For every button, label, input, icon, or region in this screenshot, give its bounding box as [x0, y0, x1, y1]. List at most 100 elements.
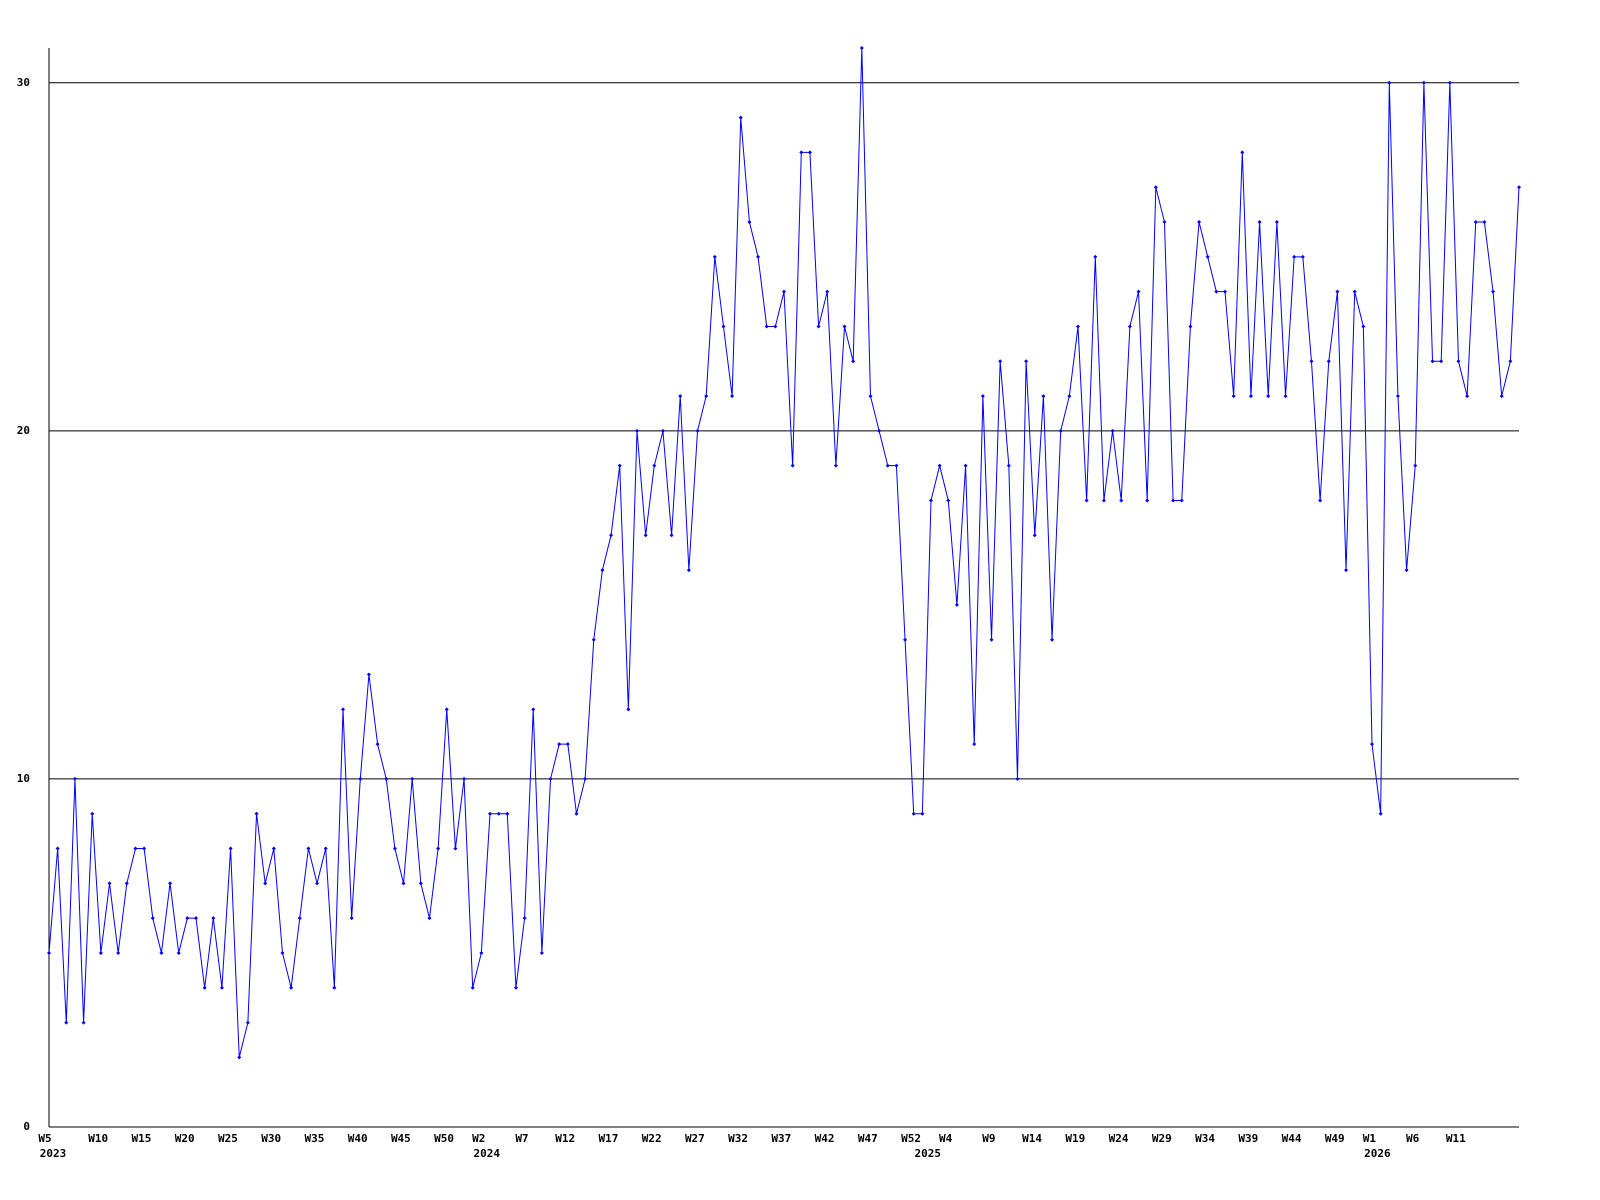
point: [1439, 359, 1444, 364]
point: [522, 916, 527, 921]
point: [1473, 220, 1478, 225]
point: [937, 463, 942, 468]
point: [557, 742, 562, 747]
point: [168, 881, 173, 886]
point: [678, 394, 683, 399]
x-tick-label: W39: [1238, 1132, 1258, 1145]
x-tick-label: W52: [901, 1132, 921, 1145]
x-tick-label: W6: [1406, 1132, 1420, 1145]
point: [1421, 80, 1426, 85]
point: [842, 324, 847, 329]
point: [989, 637, 994, 642]
point: [98, 950, 103, 955]
point: [133, 846, 138, 851]
point: [358, 776, 363, 781]
point: [453, 846, 458, 851]
y-tick-label: 10: [17, 772, 30, 785]
point: [1370, 742, 1374, 747]
point: [626, 707, 631, 712]
point: [591, 637, 596, 642]
point: [1162, 220, 1167, 225]
point: [1517, 185, 1521, 190]
point: [55, 846, 60, 851]
point: [1223, 289, 1227, 294]
x-tick-label: W9: [982, 1132, 995, 1145]
point: [747, 220, 752, 225]
point: [90, 811, 95, 816]
x-tick-label: W12: [555, 1132, 575, 1145]
point: [877, 428, 882, 433]
point: [807, 150, 812, 155]
point: [1292, 254, 1297, 259]
x-tick-label: W27: [685, 1132, 705, 1145]
x-tick-label: W49: [1325, 1132, 1345, 1145]
point: [548, 776, 553, 781]
point: [704, 394, 709, 399]
point: [617, 463, 622, 468]
point: [315, 881, 320, 886]
x-tick-label: W4: [939, 1132, 953, 1145]
point: [1465, 394, 1470, 399]
x-year-label: 2024: [473, 1147, 500, 1160]
point: [609, 533, 614, 538]
point: [436, 846, 441, 851]
point: [1101, 498, 1106, 503]
point: [332, 985, 337, 990]
point: [1274, 220, 1279, 225]
point: [124, 881, 129, 886]
x-tick-label: W45: [391, 1132, 411, 1145]
point: [1119, 498, 1124, 503]
point: [816, 324, 821, 329]
x-tick-label: W20: [175, 1132, 195, 1145]
point: [782, 289, 786, 294]
point: [583, 776, 588, 781]
point: [669, 533, 674, 538]
point: [505, 811, 510, 816]
point: [1447, 80, 1452, 85]
point: [306, 846, 311, 851]
point: [280, 950, 285, 955]
point: [513, 985, 518, 990]
point: [1318, 498, 1323, 503]
point: [1067, 394, 1072, 399]
x-tick-label: W34: [1195, 1132, 1215, 1145]
point: [1032, 533, 1037, 538]
point: [1050, 637, 1055, 642]
point: [1266, 394, 1271, 399]
point: [176, 950, 181, 955]
point: [851, 359, 856, 364]
point: [444, 707, 449, 712]
point: [635, 428, 639, 433]
point: [1378, 811, 1383, 816]
point: [228, 846, 233, 851]
point: [652, 463, 657, 468]
point: [894, 463, 899, 468]
point: [929, 498, 933, 503]
point: [756, 254, 761, 259]
x-tick-label: W42: [815, 1132, 835, 1145]
point: [773, 324, 778, 329]
point: [963, 463, 968, 468]
y-tick-label: 0: [23, 1120, 30, 1133]
point: [194, 916, 198, 921]
point: [384, 776, 389, 781]
point: [1257, 220, 1262, 225]
point: [1145, 498, 1150, 503]
point: [920, 811, 925, 816]
point: [859, 46, 864, 50]
point: [1214, 289, 1219, 294]
x-tick-label: W30: [261, 1132, 281, 1145]
point: [531, 707, 536, 712]
point: [574, 811, 579, 816]
x-tick-label: W37: [771, 1132, 791, 1145]
x-tick-label: W40: [348, 1132, 368, 1145]
x-tick-label: W24: [1109, 1132, 1129, 1145]
point: [488, 811, 492, 816]
point: [72, 776, 77, 781]
point: [375, 742, 380, 747]
point: [1024, 359, 1029, 364]
x-tick-label: W10: [88, 1132, 108, 1145]
x-tick-label: W19: [1065, 1132, 1085, 1145]
point: [1413, 463, 1418, 468]
